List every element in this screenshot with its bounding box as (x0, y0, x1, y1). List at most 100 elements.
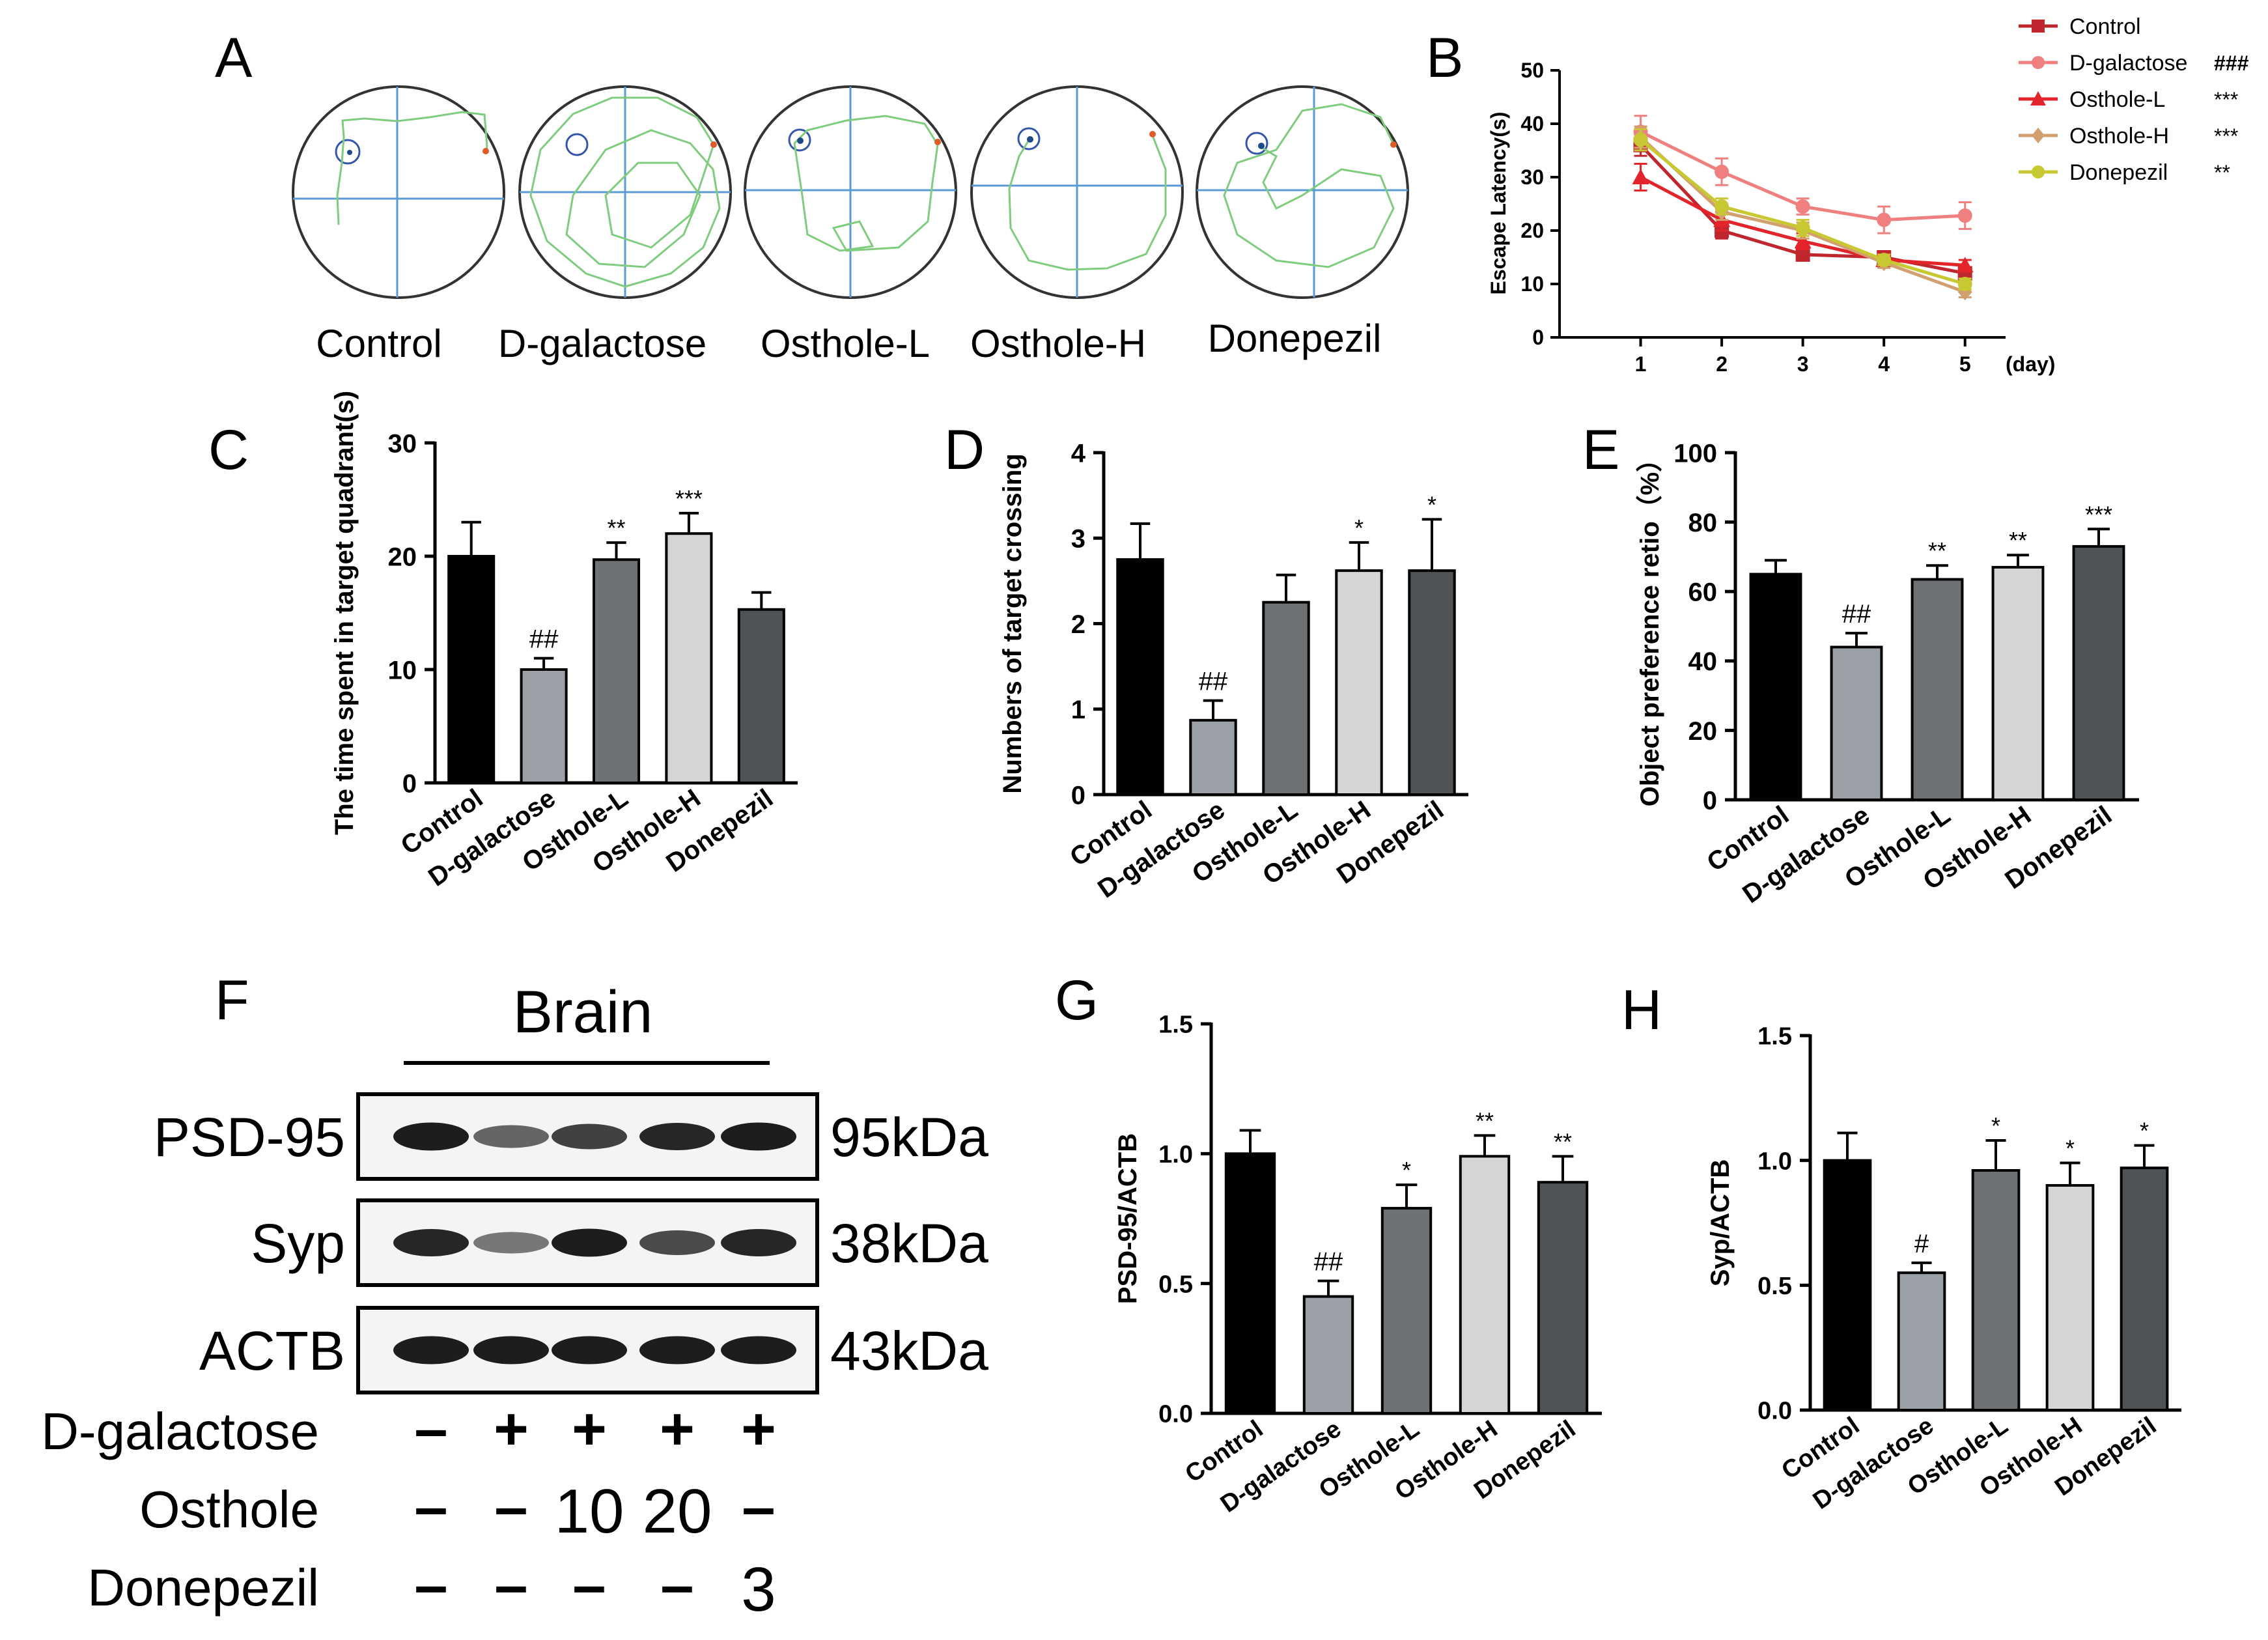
legend-significance: *** (2214, 88, 2238, 111)
blot-band (639, 1230, 715, 1255)
panel-a-label: Osthole-L (761, 322, 930, 365)
blot-band (552, 1336, 627, 1364)
y-tick-label: 1 (1071, 696, 1085, 724)
y-tick-label: 100 (1673, 439, 1717, 468)
series-donepezil (1633, 128, 1972, 291)
bar-osthole-l (1262, 601, 1310, 796)
y-tick-label: 0 (1703, 786, 1717, 815)
treatment-value: – (414, 1474, 447, 1540)
panel-f-western-blot: Brain PSD-95 95kDa Syp 38kDa ACTB 43kDa D-gal… (41, 979, 988, 1624)
blot-band (639, 1123, 715, 1150)
treatment-label: Osthole (139, 1480, 319, 1538)
bar-osthole-h (1991, 565, 2045, 801)
treatment-label: D-galactose (41, 1402, 319, 1460)
y-tick-label: 1.5 (1158, 1011, 1193, 1039)
y-tick-label: 40 (1688, 647, 1718, 676)
blot-band (393, 1229, 469, 1256)
panel-letter-g: G (1055, 969, 1099, 1032)
legend-entry: Control (2019, 14, 2141, 39)
y-tick-label: 3 (1071, 525, 1085, 554)
significance-label: * (1402, 1157, 1411, 1183)
bar-donepezil (2120, 1166, 2169, 1411)
blot-kda-label: 95kDa (830, 1107, 988, 1168)
significance-label: ** (1928, 537, 1946, 564)
legend-marker (2032, 20, 2045, 33)
y-tick-label: 1.5 (1757, 1023, 1792, 1051)
bar-osthole-l (1971, 1169, 2021, 1411)
blot-row-syp: Syp 38kDa (251, 1198, 988, 1287)
blot-tissue-label: Brain (513, 979, 653, 1045)
bar-osthole-h (1459, 1155, 1511, 1415)
panel-letter-d: D (944, 419, 985, 481)
significance-label: ## (1314, 1248, 1343, 1277)
panel-a-label: Osthole-H (970, 322, 1146, 365)
treatment-value: 10 (555, 1477, 624, 1546)
treatment-value: – (494, 1552, 527, 1619)
panel-letter-h: H (1621, 979, 1662, 1041)
blot-protein-label: PSD-95 (154, 1107, 345, 1168)
legend-marker (2030, 91, 2046, 106)
y-tick-label: 20 (1520, 219, 1544, 242)
data-point (1794, 233, 1812, 249)
swim-path-osthole-l (744, 85, 957, 299)
treatment-value: – (414, 1552, 447, 1619)
data-point (1795, 247, 1810, 262)
blot-kda-label: 43kDa (830, 1320, 988, 1381)
x-tick-label: 1 (1635, 352, 1647, 376)
treatment-value: 3 (741, 1555, 776, 1624)
treatment-value: – (660, 1552, 693, 1619)
bar-osthole-h (665, 532, 713, 784)
treatment-value: + (660, 1396, 695, 1462)
blot-band (473, 1125, 549, 1148)
significance-label: ** (607, 515, 625, 541)
bar-d-galactose (1302, 1295, 1354, 1415)
blot-band (393, 1336, 469, 1364)
data-point (1715, 199, 1729, 214)
y-axis-label: Numbers of target crossing (998, 453, 1027, 793)
data-point (1877, 253, 1892, 268)
treatment-value: – (494, 1474, 527, 1540)
data-point (1956, 257, 1974, 273)
significance-label: * (2140, 1118, 2149, 1144)
data-point (1957, 277, 1972, 291)
swim-path-control (292, 85, 505, 299)
treatment-label: Donepezil (87, 1559, 319, 1617)
y-axis-label: The time spent in target quadrant(s) (330, 391, 359, 835)
panel-a-label: Donepezil (1208, 317, 1382, 360)
legend-significance: ** (2214, 161, 2230, 184)
bar-d-galactose (1897, 1271, 1946, 1411)
y-tick-label: 40 (1520, 112, 1544, 135)
bar-osthole-h (1335, 569, 1383, 796)
panel-b-line-chart: 0 10 20 30 40 50 1 2 3 4 5 (day) Escape Latency(s) Co… (1487, 14, 2249, 376)
bar-control (1116, 558, 1164, 796)
significance-label: * (1354, 515, 1364, 541)
legend-label: Donepezil (2069, 160, 2168, 185)
x-tick-label: 5 (1959, 352, 1971, 376)
swim-path-d-galactose (518, 85, 732, 299)
panel-letter-c: C (208, 419, 249, 481)
treatment-value: + (572, 1396, 607, 1462)
blot-band (393, 1122, 469, 1151)
bar-donepezil (1537, 1181, 1589, 1415)
treatment-row-d-galactose: D-galactose – + + + + (41, 1396, 776, 1462)
legend-significance: ### (2214, 51, 2249, 75)
y-tick-label: 30 (1520, 165, 1544, 189)
bar-osthole-l (592, 558, 641, 784)
treatment-value: – (742, 1474, 775, 1540)
legend-label: Osthole-L (2069, 87, 2165, 112)
y-tick-label: 0 (1532, 326, 1544, 349)
panel-letter-a: A (215, 27, 253, 89)
y-tick-label: 60 (1688, 578, 1718, 607)
blot-band (639, 1336, 715, 1364)
y-tick-label: 0.5 (1158, 1271, 1193, 1298)
blot-protein-label: ACTB (199, 1320, 345, 1381)
treatment-value: – (414, 1396, 447, 1462)
blot-band (473, 1232, 549, 1254)
y-axis-label: Escape Latency(s) (1487, 111, 1510, 294)
x-axis-label: (day) (2006, 352, 2055, 376)
bar-osthole-h (2045, 1184, 2095, 1411)
blot-band (473, 1336, 549, 1364)
bar-control (1749, 573, 1802, 801)
significance-label: * (1427, 491, 1436, 518)
